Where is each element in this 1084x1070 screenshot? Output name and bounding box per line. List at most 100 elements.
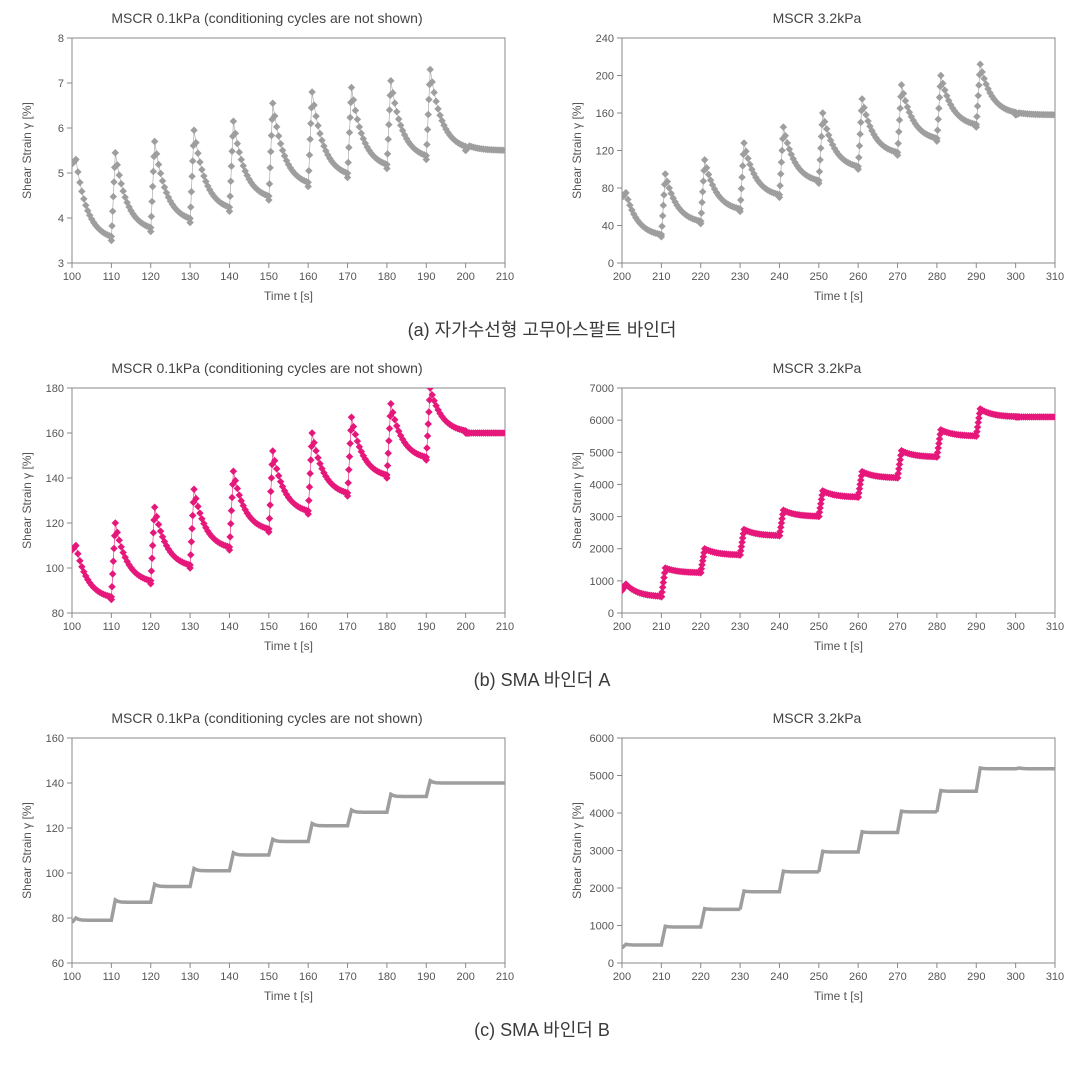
svg-text:200: 200 bbox=[456, 621, 474, 633]
svg-text:210: 210 bbox=[496, 971, 514, 983]
svg-text:290: 290 bbox=[967, 271, 985, 283]
svg-text:160: 160 bbox=[46, 428, 64, 440]
chart-a-left-wrap: MSCR 0.1kPa (conditioning cycles are not… bbox=[17, 10, 517, 308]
caption-c: (c) SMA 바인더 B bbox=[15, 1016, 1069, 1042]
chart-c-left: 1001101201301401501601701801902002106080… bbox=[17, 728, 517, 1008]
svg-text:130: 130 bbox=[181, 621, 199, 633]
chart-b-right-title: MSCR 3.2kPa bbox=[567, 360, 1067, 376]
svg-text:210: 210 bbox=[496, 271, 514, 283]
svg-text:Shear Strain γ [%]: Shear Strain γ [%] bbox=[20, 452, 34, 549]
chart-row-c: MSCR 0.1kPa (conditioning cycles are not… bbox=[15, 710, 1069, 1008]
svg-text:7000: 7000 bbox=[590, 383, 614, 395]
svg-text:180: 180 bbox=[46, 383, 64, 395]
svg-text:240: 240 bbox=[770, 971, 788, 983]
svg-text:Time t [s]: Time t [s] bbox=[264, 639, 313, 653]
svg-text:3000: 3000 bbox=[590, 512, 614, 524]
svg-text:100: 100 bbox=[46, 868, 64, 880]
chart-row-b: MSCR 0.1kPa (conditioning cycles are not… bbox=[15, 360, 1069, 658]
svg-text:120: 120 bbox=[142, 971, 160, 983]
chart-c-right: 2002102202302402502602702802903003100100… bbox=[567, 728, 1067, 1008]
svg-text:220: 220 bbox=[692, 271, 710, 283]
chart-b-left-wrap: MSCR 0.1kPa (conditioning cycles are not… bbox=[17, 360, 517, 658]
svg-text:1000: 1000 bbox=[590, 576, 614, 588]
svg-text:280: 280 bbox=[928, 971, 946, 983]
svg-text:210: 210 bbox=[652, 971, 670, 983]
svg-text:230: 230 bbox=[731, 971, 749, 983]
svg-text:Time t [s]: Time t [s] bbox=[814, 639, 863, 653]
svg-text:220: 220 bbox=[692, 621, 710, 633]
svg-text:250: 250 bbox=[810, 621, 828, 633]
svg-text:100: 100 bbox=[63, 971, 81, 983]
svg-text:170: 170 bbox=[338, 621, 356, 633]
svg-text:1000: 1000 bbox=[590, 921, 614, 933]
svg-text:240: 240 bbox=[770, 621, 788, 633]
svg-text:110: 110 bbox=[103, 621, 121, 633]
svg-text:240: 240 bbox=[596, 33, 614, 45]
svg-text:7: 7 bbox=[58, 78, 64, 90]
svg-text:8: 8 bbox=[58, 33, 64, 45]
svg-text:110: 110 bbox=[103, 971, 121, 983]
svg-text:Time t [s]: Time t [s] bbox=[814, 289, 863, 303]
svg-text:150: 150 bbox=[260, 971, 278, 983]
chart-c-right-title: MSCR 3.2kPa bbox=[567, 710, 1067, 726]
chart-c-left-title: MSCR 0.1kPa (conditioning cycles are not… bbox=[17, 710, 517, 726]
svg-text:6000: 6000 bbox=[590, 415, 614, 427]
svg-text:5000: 5000 bbox=[590, 771, 614, 783]
svg-text:80: 80 bbox=[52, 608, 64, 620]
svg-text:310: 310 bbox=[1046, 621, 1064, 633]
svg-text:310: 310 bbox=[1046, 971, 1064, 983]
svg-text:120: 120 bbox=[46, 823, 64, 835]
svg-text:140: 140 bbox=[46, 473, 64, 485]
svg-text:220: 220 bbox=[692, 971, 710, 983]
svg-text:Time t [s]: Time t [s] bbox=[264, 989, 313, 1003]
svg-text:190: 190 bbox=[417, 271, 435, 283]
svg-text:140: 140 bbox=[220, 271, 238, 283]
chart-b-left-title: MSCR 0.1kPa (conditioning cycles are not… bbox=[17, 360, 517, 376]
svg-text:120: 120 bbox=[142, 271, 160, 283]
svg-text:250: 250 bbox=[810, 271, 828, 283]
svg-text:300: 300 bbox=[1006, 621, 1024, 633]
svg-text:230: 230 bbox=[731, 621, 749, 633]
svg-text:6: 6 bbox=[58, 123, 64, 135]
svg-text:3: 3 bbox=[58, 258, 64, 270]
svg-text:160: 160 bbox=[299, 621, 317, 633]
svg-text:Shear Strain γ [%]: Shear Strain γ [%] bbox=[570, 102, 584, 199]
svg-text:290: 290 bbox=[967, 621, 985, 633]
chart-b-right: 2002102202302402502602702802903003100100… bbox=[567, 378, 1067, 658]
svg-text:Shear Strain γ [%]: Shear Strain γ [%] bbox=[20, 802, 34, 899]
svg-text:300: 300 bbox=[1006, 971, 1024, 983]
svg-text:80: 80 bbox=[602, 183, 614, 195]
chart-a-right-title: MSCR 3.2kPa bbox=[567, 10, 1067, 26]
svg-text:4: 4 bbox=[58, 213, 64, 225]
svg-text:130: 130 bbox=[181, 271, 199, 283]
svg-text:190: 190 bbox=[417, 621, 435, 633]
svg-text:4000: 4000 bbox=[590, 808, 614, 820]
svg-text:260: 260 bbox=[849, 271, 867, 283]
chart-a-left: 1001101201301401501601701801902002103456… bbox=[17, 28, 517, 308]
svg-text:0: 0 bbox=[608, 958, 614, 970]
chart-a-right: 2002102202302402502602702802903003100408… bbox=[567, 28, 1067, 308]
svg-text:200: 200 bbox=[456, 271, 474, 283]
chart-c-left-wrap: MSCR 0.1kPa (conditioning cycles are not… bbox=[17, 710, 517, 1008]
svg-text:300: 300 bbox=[1006, 271, 1024, 283]
svg-text:0: 0 bbox=[608, 258, 614, 270]
caption-a: (a) 자가수선형 고무아스팔트 바인더 bbox=[15, 316, 1069, 342]
svg-text:4000: 4000 bbox=[590, 479, 614, 491]
svg-text:140: 140 bbox=[220, 971, 238, 983]
svg-text:270: 270 bbox=[888, 621, 906, 633]
svg-text:Time t [s]: Time t [s] bbox=[264, 289, 313, 303]
chart-row-a: MSCR 0.1kPa (conditioning cycles are not… bbox=[15, 10, 1069, 308]
svg-text:3000: 3000 bbox=[590, 846, 614, 858]
svg-text:270: 270 bbox=[888, 271, 906, 283]
svg-text:100: 100 bbox=[63, 271, 81, 283]
svg-text:160: 160 bbox=[299, 971, 317, 983]
svg-text:80: 80 bbox=[52, 913, 64, 925]
svg-text:Time t [s]: Time t [s] bbox=[814, 989, 863, 1003]
chart-b-left: 1001101201301401501601701801902002108010… bbox=[17, 378, 517, 658]
svg-text:310: 310 bbox=[1046, 271, 1064, 283]
svg-text:0: 0 bbox=[608, 608, 614, 620]
svg-text:250: 250 bbox=[810, 971, 828, 983]
svg-text:120: 120 bbox=[596, 146, 614, 158]
svg-text:210: 210 bbox=[652, 621, 670, 633]
svg-text:120: 120 bbox=[142, 621, 160, 633]
